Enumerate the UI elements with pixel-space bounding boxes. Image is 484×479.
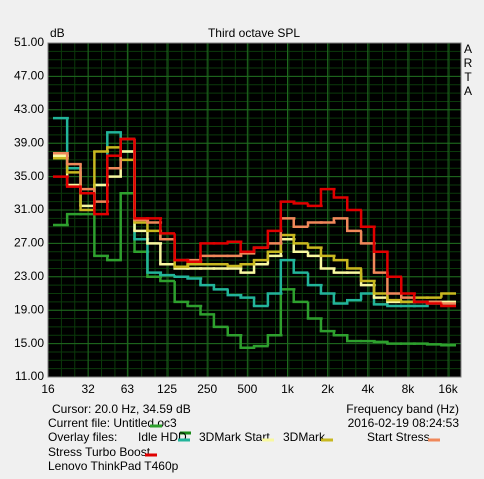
y-tick-label: 35.00 [14,169,44,183]
x-tick-label: 63 [121,382,135,396]
y-tick-label: 51.00 [14,35,44,49]
legend-label: 3DMark [283,430,326,444]
chart-title: Third octave SPL [208,26,300,40]
y-tick-label: 11.00 [15,369,44,383]
y-tick-label: 43.00 [14,102,44,116]
grid [47,42,461,378]
legend-label: 3DMark Start [199,430,270,444]
marks [52,116,457,350]
y-tick-label: 31.00 [14,202,44,216]
legend-label: Start Stress [367,430,430,444]
cursor-readout: Cursor: 20.0 Hz, 34.59 dB [52,402,191,416]
watermark-letter: A [464,42,472,56]
x-tick-label: 250 [197,382,217,396]
watermark-letter: T [464,70,472,84]
overlay-label: Overlay files: [48,430,117,444]
y-tick-label: 15.00 [14,336,44,350]
x-tick-label: 32 [81,382,95,396]
x-axis-label: Frequency band (Hz) [346,402,459,416]
x-tick-label: 1k [281,382,295,396]
device-name: Lenovo ThinkPad T460p [48,459,179,473]
y-tick-label: 23.00 [14,269,44,283]
current-file: Current file: Untitled.oc3 [48,416,177,430]
y-tick-label: 27.00 [14,236,44,250]
x-tick-label: 16 [41,382,55,396]
x-tick-label: 4k [361,382,375,396]
y-axis-label: dB [50,26,65,40]
watermark-letter: A [464,84,472,98]
y-tick-label: 47.00 [14,69,44,83]
y-tick-label: 19.00 [14,302,44,316]
legend-label: Stress Turbo Boost [48,445,151,459]
x-tick-label: 125 [157,382,177,396]
x-tick-label: 16k [438,382,458,396]
plot-border [47,42,462,378]
legend-label: Idle HDD [138,430,187,444]
timestamp: 2016-02-19 08:24:53 [348,416,460,430]
watermark-letter: R [464,56,473,70]
x-tick-label: 8k [402,382,416,396]
y-tick-label: 39.00 [14,135,44,149]
x-tick-label: 2k [321,382,335,396]
x-tick-label: 500 [237,382,257,396]
